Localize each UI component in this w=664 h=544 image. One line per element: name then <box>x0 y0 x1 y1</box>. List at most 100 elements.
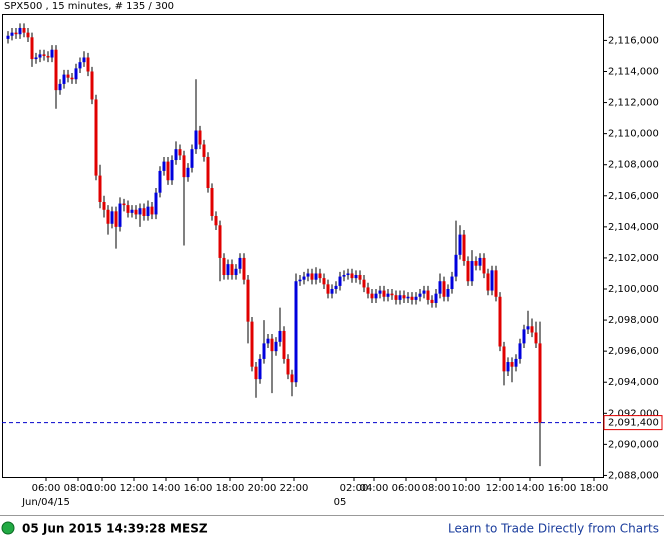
candle-body <box>538 343 542 423</box>
candle-body <box>382 290 386 297</box>
y-tick-label: 2,092,000 <box>608 408 659 419</box>
candle-body <box>178 149 182 156</box>
x-tick-label: 22:00 <box>280 483 309 494</box>
candle-body <box>26 32 30 38</box>
candle-body <box>282 330 286 359</box>
candle-body <box>290 374 294 383</box>
y-tick-label: 2,112,000 <box>608 98 659 109</box>
y-tick-label: 2,104,000 <box>608 222 659 233</box>
candle-body <box>410 296 414 300</box>
candle-body <box>106 209 110 224</box>
candle-body <box>114 211 118 227</box>
candle-body <box>366 287 370 294</box>
x-tick-label: 04:00 <box>360 483 389 494</box>
last-price-label: 2,091,400 <box>608 418 659 429</box>
candle-body <box>34 57 38 60</box>
x-tick-label: 06:00 <box>32 483 61 494</box>
x-tick-label: 16:00 <box>184 483 213 494</box>
candle-body <box>302 276 306 280</box>
candle-body <box>234 268 238 276</box>
candle-body <box>338 276 342 286</box>
date-label: 05 <box>334 497 347 508</box>
candle-body <box>66 74 70 78</box>
candle-body <box>166 161 170 181</box>
candle-body <box>314 273 318 280</box>
candle-body <box>174 149 178 161</box>
candle-body <box>158 170 162 193</box>
candle-body <box>70 77 74 80</box>
candle-body <box>446 289 450 297</box>
y-tick-label: 2,106,000 <box>608 191 659 202</box>
candle-body <box>138 208 142 215</box>
candle-body <box>346 273 350 276</box>
candle-body <box>110 211 114 224</box>
candle-body <box>330 289 334 294</box>
candle-body <box>506 362 510 372</box>
x-tick-label: 10:00 <box>452 483 481 494</box>
candle-body <box>150 206 154 215</box>
candle-body <box>406 296 410 299</box>
candle-body <box>74 68 78 80</box>
candle-body <box>354 275 358 279</box>
candle-body <box>62 74 66 84</box>
candle-body <box>434 293 438 303</box>
candle-body <box>270 338 274 352</box>
candle-body <box>510 362 514 367</box>
candle-body <box>50 49 54 58</box>
candle-body <box>58 83 62 91</box>
candle-body <box>386 293 390 297</box>
candle-body <box>470 261 474 282</box>
candle-body <box>246 279 250 322</box>
candle-body <box>438 281 442 294</box>
x-tick-label: 14:00 <box>516 483 545 494</box>
candle-body <box>478 257 482 266</box>
candle-body <box>482 257 486 274</box>
candle-body <box>206 156 210 189</box>
candle-body <box>322 278 326 285</box>
candle-body <box>238 257 242 269</box>
x-tick-label: 08:00 <box>64 483 93 494</box>
candle-body <box>146 206 150 216</box>
candle-body <box>226 264 230 276</box>
x-tick-label: 12:00 <box>120 483 149 494</box>
candle-body <box>222 257 226 276</box>
candle-body <box>162 161 166 171</box>
candle-body <box>42 54 46 56</box>
x-tick-label: 14:00 <box>152 483 181 494</box>
candle-body <box>94 99 98 176</box>
candle-body <box>490 270 494 291</box>
candle-body <box>202 144 206 157</box>
candle-body <box>294 281 298 383</box>
candle-body <box>518 343 522 359</box>
candle-body <box>134 209 138 215</box>
y-tick-label: 2,114,000 <box>608 66 659 77</box>
candle-body <box>310 273 314 280</box>
candle-body <box>198 130 202 145</box>
candle-body <box>334 285 338 290</box>
candle-body <box>274 341 278 352</box>
x-tick-label: 20:00 <box>248 483 277 494</box>
candle-body <box>122 203 126 206</box>
candle-body <box>78 62 82 69</box>
candle-body <box>214 215 218 226</box>
candle-body <box>102 201 106 210</box>
candle-body <box>90 71 94 100</box>
candle-body <box>170 160 174 181</box>
y-tick-label: 2,098,000 <box>608 315 659 326</box>
link[interactable]: Learn to Trade Directly from Charts <box>448 522 659 536</box>
candle-body <box>278 330 282 342</box>
candle-body <box>86 57 90 72</box>
candle-body <box>374 293 378 299</box>
candle-body <box>14 32 18 35</box>
candle-body <box>486 273 490 291</box>
candle-body <box>254 366 258 380</box>
y-tick-label: 2,108,000 <box>608 160 659 171</box>
x-tick-label: 12:00 <box>486 483 515 494</box>
candle-body <box>450 276 454 290</box>
candle-body <box>390 293 394 296</box>
candle-body <box>342 275 346 277</box>
candle-body <box>430 299 434 303</box>
y-tick-label: 2,102,000 <box>608 253 659 264</box>
